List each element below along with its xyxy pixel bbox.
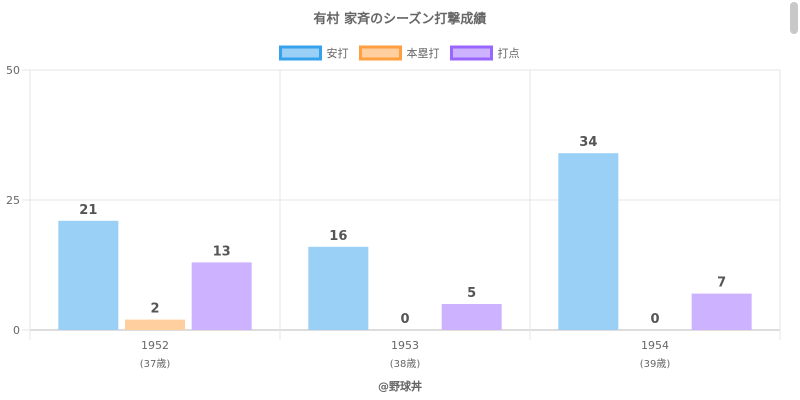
y-tick-label: 25 — [6, 194, 20, 207]
scrollbar[interactable] — [790, 2, 798, 34]
y-tick-label: 50 — [6, 64, 20, 77]
bar — [191, 262, 252, 330]
data-label: 13 — [213, 244, 231, 259]
legend-label: 本塁打 — [407, 46, 440, 60]
x-tick-sublabel: (37歳) — [140, 358, 171, 370]
data-label: 7 — [717, 276, 726, 291]
data-label: 21 — [79, 203, 97, 218]
bar — [441, 304, 502, 330]
chart-title: 有村 家斉のシーズン打撃成績 — [314, 11, 487, 27]
bar — [308, 246, 369, 330]
data-label: 0 — [400, 312, 409, 327]
legend-swatch — [359, 45, 402, 61]
bars — [58, 153, 752, 330]
data-label: 5 — [467, 286, 476, 301]
grid-lines — [22, 69, 781, 340]
x-tick-sublabel: (39歳) — [640, 358, 671, 370]
x-tick-sublabel: (38歳) — [390, 358, 421, 370]
data-label: 34 — [579, 135, 597, 150]
credit-text: @野球丼 — [378, 379, 422, 393]
legend-swatch — [450, 45, 493, 61]
data-label: 16 — [329, 229, 347, 244]
y-tick-label: 0 — [13, 324, 20, 337]
y-axis: 0 25 50 — [6, 64, 20, 337]
data-label: 2 — [150, 302, 159, 317]
x-tick-label: 1954 — [641, 339, 669, 352]
data-labels: 21 16 34 2 0 0 13 5 7 — [79, 135, 726, 327]
bar — [125, 319, 185, 330]
legend-label: 打点 — [498, 46, 520, 60]
x-axis: 1952 (37歳) 1953 (38歳) 1954 (39歳) — [140, 339, 671, 370]
bar — [691, 293, 752, 330]
legend: 安打 本塁打 打点 — [279, 45, 520, 61]
legend-swatch — [279, 45, 322, 61]
bar — [58, 220, 119, 330]
legend-label: 安打 — [327, 46, 349, 60]
data-label: 0 — [650, 312, 659, 327]
bar — [558, 153, 619, 330]
x-tick-label: 1952 — [141, 339, 169, 352]
x-tick-label: 1953 — [391, 339, 419, 352]
